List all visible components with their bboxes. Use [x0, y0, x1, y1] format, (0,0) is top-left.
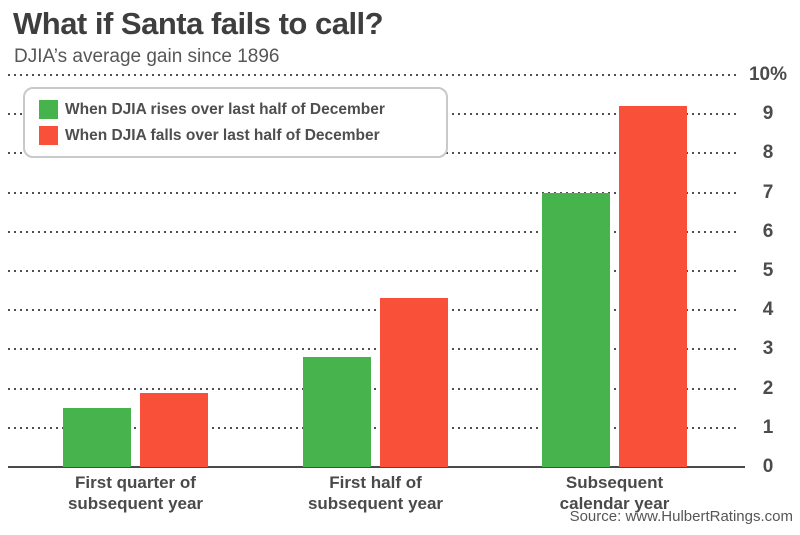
legend-item-rises: When DJIA rises over last half of Decemb… — [39, 100, 446, 119]
category-label-group2: First half of subsequent year — [307, 473, 444, 513]
gridline-7 — [8, 191, 738, 194]
gridline-6 — [8, 230, 738, 233]
x-axis-line — [8, 466, 745, 468]
legend-item-falls: When DJIA falls over last half of Decemb… — [39, 126, 446, 145]
chart-subtitle: DJIA’s average gain since 1896 — [14, 46, 280, 67]
gridline-10 — [8, 74, 738, 76]
gridline-5 — [8, 270, 738, 272]
legend-label-falls: When DJIA falls over last half of Decemb… — [65, 126, 380, 144]
y-tick-label-7: 7 — [762, 181, 774, 203]
gridline-4 — [8, 309, 738, 312]
category-label-group3: Subsequent calendar year — [559, 473, 670, 513]
bar-rises-group2 — [303, 357, 371, 467]
y-tick-label-5: 5 — [762, 260, 774, 281]
gridline-1 — [8, 426, 738, 429]
y-tick-label-4: 4 — [762, 299, 774, 321]
y-tick-label-10: 10% — [748, 64, 788, 85]
bar-falls-group2 — [380, 298, 448, 467]
bar-falls-group1 — [140, 392, 208, 467]
legend-label-rises: When DJIA rises over last half of Decemb… — [65, 100, 385, 118]
source-credit: Source: www.HulbertRatings.com — [569, 508, 793, 525]
bar-falls-group3 — [619, 106, 687, 467]
category-label-group1: First quarter of subsequent year — [67, 473, 204, 513]
falls-color-swatch — [39, 126, 58, 145]
bar-rises-group1 — [63, 408, 131, 467]
bar-rises-group3 — [542, 192, 610, 467]
y-tick-label-3: 3 — [762, 338, 774, 360]
gridline-3 — [8, 348, 738, 351]
legend-box: When DJIA rises over last half of Decemb… — [23, 87, 448, 158]
y-tick-label-2: 2 — [762, 377, 774, 399]
chart-title: What if Santa fails to call? — [13, 6, 384, 41]
y-tick-label-6: 6 — [762, 220, 774, 242]
y-tick-label-8: 8 — [762, 142, 774, 164]
gridline-2 — [8, 387, 738, 390]
y-tick-label-9: 9 — [762, 103, 774, 125]
y-tick-label-0: 0 — [762, 456, 774, 477]
y-tick-label-1: 1 — [762, 416, 774, 438]
rises-color-swatch — [39, 100, 58, 119]
